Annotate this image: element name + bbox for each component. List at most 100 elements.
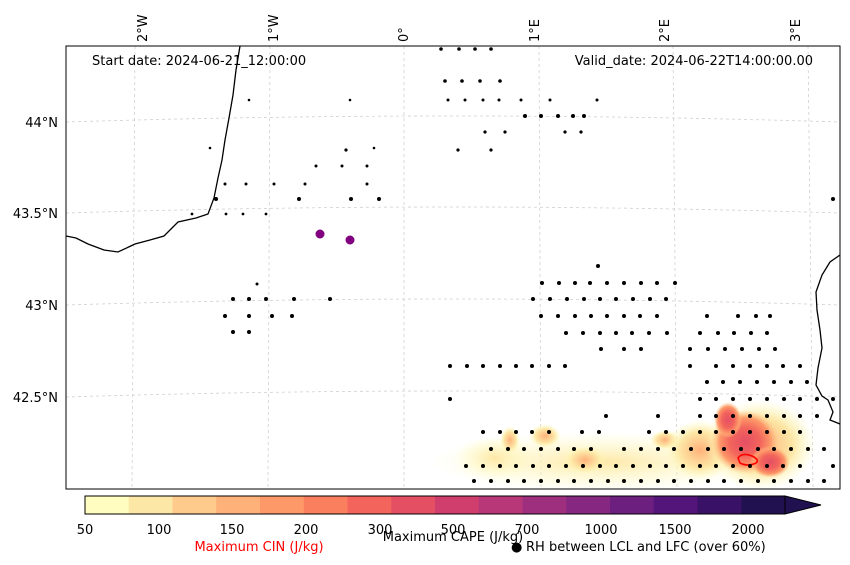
rh-dot bbox=[822, 447, 826, 451]
colorbar-tick-label: 700 bbox=[515, 523, 540, 538]
rh-dot bbox=[765, 430, 769, 434]
colorbar-segment bbox=[260, 496, 305, 514]
rh-dot bbox=[247, 297, 251, 301]
rh-dot bbox=[224, 212, 228, 216]
rh-dot bbox=[705, 380, 709, 384]
rh-dot bbox=[782, 397, 786, 401]
rh-dot bbox=[514, 430, 518, 434]
rh-dot bbox=[498, 430, 502, 434]
rh-dot bbox=[639, 447, 643, 451]
rh-dot bbox=[805, 380, 809, 384]
rh-dot bbox=[622, 479, 626, 483]
colorbar-segment bbox=[303, 496, 348, 514]
rh-dot bbox=[498, 364, 502, 368]
rh-dot bbox=[714, 397, 718, 401]
rh-dot bbox=[556, 314, 560, 318]
rh-dot bbox=[722, 479, 726, 483]
rh-dot bbox=[664, 430, 668, 434]
colorbar-segment bbox=[566, 496, 611, 514]
lat-tick-label: 43°N bbox=[25, 299, 58, 314]
map-frame bbox=[65, 45, 841, 490]
rh-dot bbox=[672, 479, 676, 483]
rh-dot bbox=[688, 347, 692, 351]
rh-dot bbox=[464, 464, 468, 468]
rh-dot bbox=[749, 331, 753, 335]
rh-dot bbox=[580, 430, 584, 434]
colorbar-tick-label: 500 bbox=[441, 523, 466, 538]
rh-dot bbox=[756, 447, 760, 451]
rh-dot bbox=[519, 98, 523, 102]
lon-tick-label: 2°E bbox=[658, 19, 673, 42]
rh-dot bbox=[539, 479, 543, 483]
cin-contour bbox=[737, 453, 759, 466]
rh-dot bbox=[765, 331, 769, 335]
colorbar-border bbox=[84, 495, 786, 515]
rh-dot bbox=[798, 430, 802, 434]
rh-dot bbox=[782, 430, 786, 434]
rh-dot bbox=[656, 447, 660, 451]
colorbar-tick-label: 50 bbox=[77, 523, 94, 538]
rh-dot bbox=[731, 397, 735, 401]
lon-tick-label: 1°E bbox=[528, 19, 543, 42]
rh-dot bbox=[348, 98, 352, 102]
rh-dot bbox=[681, 430, 685, 434]
rh-dot bbox=[478, 79, 482, 83]
rh-dot bbox=[498, 464, 502, 468]
lat-tick-label: 44°N bbox=[25, 116, 58, 131]
rh-dot bbox=[481, 98, 485, 102]
rh-dot bbox=[622, 347, 626, 351]
rh-dot bbox=[739, 479, 743, 483]
rh-dot bbox=[732, 331, 736, 335]
rh-dot bbox=[731, 364, 735, 368]
colorbar-segment bbox=[172, 496, 217, 514]
rh-dot bbox=[589, 447, 593, 451]
rh-dot bbox=[522, 447, 526, 451]
rh-dot bbox=[614, 297, 618, 301]
lon-tick-label: 1°W bbox=[267, 14, 282, 42]
rh-dot bbox=[748, 397, 752, 401]
rh-dot bbox=[340, 164, 344, 168]
rh-dot bbox=[589, 479, 593, 483]
rh-dot bbox=[547, 364, 551, 368]
rh-legend-label: RH between LCL and LFC (over 60%) bbox=[526, 540, 766, 555]
rh-dot bbox=[648, 297, 652, 301]
rh-dot bbox=[264, 297, 268, 301]
rh-dot bbox=[689, 479, 693, 483]
rh-dot bbox=[798, 364, 802, 368]
rh-dot bbox=[630, 331, 634, 335]
valid-date-label: Valid_date: 2024-06-22T14:00:00.00 bbox=[575, 54, 813, 69]
rh-dot bbox=[448, 397, 452, 401]
rh-dot bbox=[365, 182, 369, 186]
rh-dot bbox=[255, 282, 259, 286]
rh-dot bbox=[292, 297, 296, 301]
rh-dot bbox=[231, 297, 235, 301]
rh-dot bbox=[463, 98, 467, 102]
rh-dot bbox=[582, 114, 586, 118]
rh-dot bbox=[556, 479, 560, 483]
rh-dot bbox=[564, 464, 568, 468]
rh-dot bbox=[443, 79, 447, 83]
rh-dot bbox=[655, 281, 659, 285]
colorbar-tick-label: 1500 bbox=[658, 523, 691, 538]
rh-dot bbox=[831, 397, 835, 401]
rh-dot bbox=[605, 314, 609, 318]
rh-dot bbox=[598, 331, 602, 335]
rh-dot bbox=[731, 414, 735, 418]
colorbar-tick-labels: 50 100 150 200 300 500 700 1000 1500 200… bbox=[77, 523, 765, 538]
rh-dot bbox=[605, 281, 609, 285]
rh-dot bbox=[573, 314, 577, 318]
rh-dot bbox=[639, 479, 643, 483]
colorbar-segment bbox=[697, 496, 742, 514]
rh-dot bbox=[457, 47, 461, 51]
rh-dot bbox=[481, 364, 485, 368]
rh-dot bbox=[721, 380, 725, 384]
rh-dot bbox=[748, 414, 752, 418]
colorbar-segment bbox=[478, 496, 523, 514]
rh-dot bbox=[446, 98, 450, 102]
rh-dot bbox=[598, 464, 602, 468]
rh-dot bbox=[244, 182, 248, 186]
rh-dot bbox=[489, 47, 493, 51]
rh-dot bbox=[755, 380, 759, 384]
rh-dot bbox=[589, 314, 593, 318]
rh-dot bbox=[456, 148, 460, 152]
